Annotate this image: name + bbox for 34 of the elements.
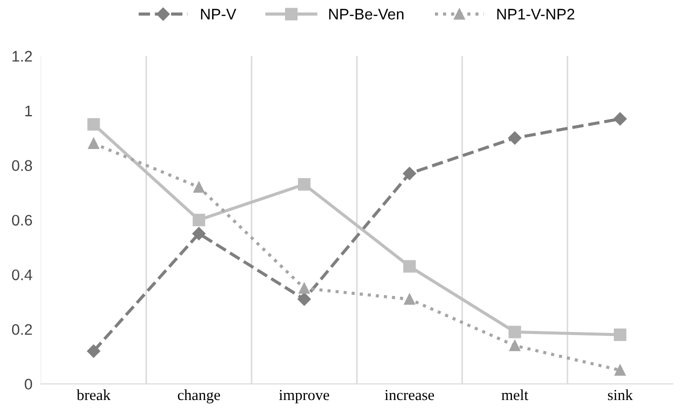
point	[614, 328, 626, 341]
point	[298, 178, 310, 191]
point	[508, 326, 522, 338]
point	[298, 282, 310, 294]
y-tick-label: 0.8	[12, 160, 32, 171]
x-tick-label: sink	[608, 389, 633, 400]
point	[403, 260, 416, 273]
y-tick-label: 0.6	[12, 214, 32, 226]
point	[402, 166, 416, 180]
point	[87, 344, 100, 358]
legend-label: NP1-V-NP2	[497, 8, 574, 20]
y-tick-label: 0	[24, 378, 32, 390]
y-tick-label: 1.2	[12, 50, 32, 62]
x-tick-label: melt	[502, 389, 528, 400]
point	[88, 138, 100, 150]
point	[404, 294, 416, 305]
y-tick-label: 1	[25, 106, 32, 116]
y-tick-label: 0.2	[12, 324, 32, 335]
point	[192, 227, 206, 240]
point	[192, 214, 206, 226]
point	[508, 131, 522, 145]
legend-label: NP-V	[201, 8, 236, 20]
point	[614, 364, 626, 376]
x-tick-label: break	[76, 389, 111, 400]
x-tick-label: change	[178, 389, 220, 404]
point	[614, 112, 627, 126]
x-tick-label: increase	[384, 390, 434, 400]
x-tick-label: improve	[279, 390, 330, 404]
point	[87, 118, 100, 131]
legend-label: NP-Be-Ven	[329, 8, 404, 20]
y-tick-label: 0.4	[12, 269, 32, 280]
point	[509, 340, 520, 352]
point	[298, 292, 311, 306]
point	[193, 182, 204, 193]
